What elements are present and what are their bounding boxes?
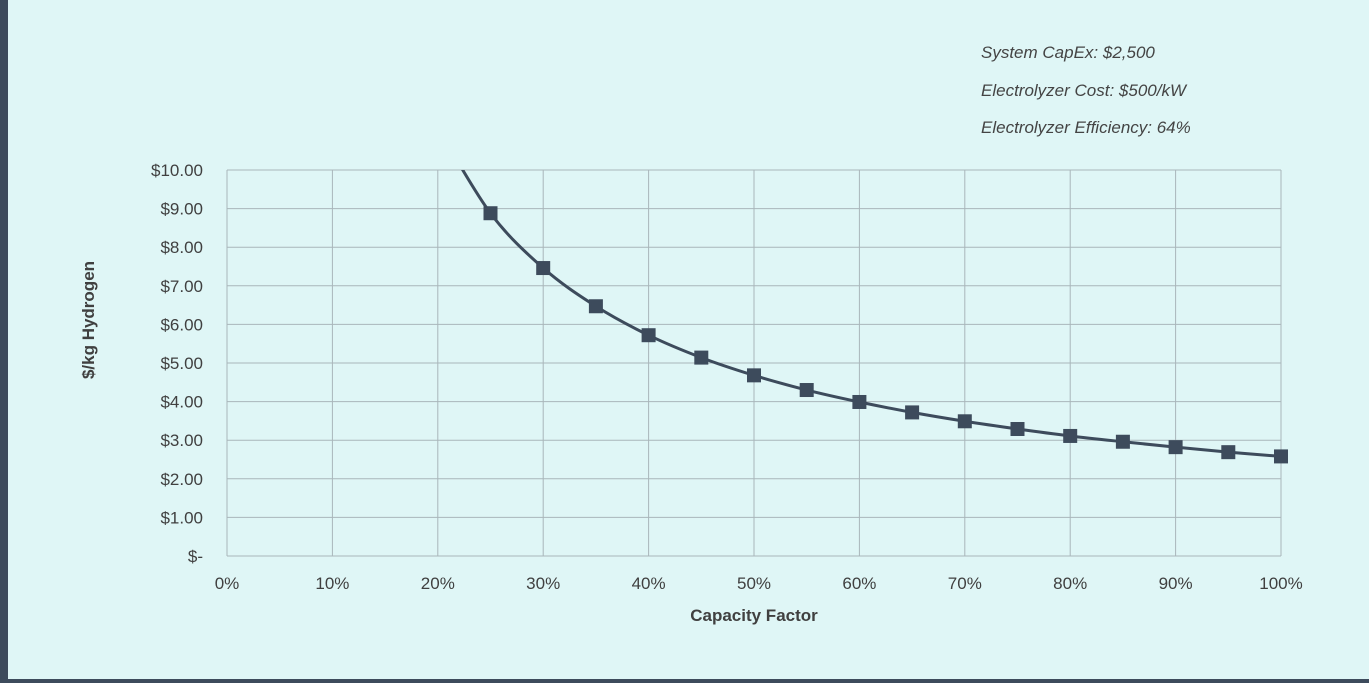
marker-group — [483, 206, 1288, 464]
data-point-marker — [905, 405, 920, 420]
x-axis-ticks: 0% 10% 20% 30% 40% 50% 60% 70% 80% 90% 100% — [215, 574, 1303, 593]
x-tick-label: 0% — [215, 574, 240, 593]
data-point-marker — [1221, 445, 1236, 460]
x-tick-label: 80% — [1053, 574, 1087, 593]
y-tick-label: $- — [188, 547, 203, 566]
y-tick-label: $5.00 — [160, 354, 203, 373]
annotation-capex: System CapEx: $2,500 — [981, 43, 1155, 62]
data-point-marker — [1274, 449, 1288, 464]
data-point-marker — [641, 328, 656, 343]
y-axis-ticks: $- $1.00 $2.00 $3.00 $4.00 $5.00 $6.00 $7.00 $8.… — [151, 161, 203, 566]
data-point-marker — [1010, 422, 1025, 437]
x-tick-label: 10% — [315, 574, 349, 593]
data-point-marker — [1168, 440, 1183, 455]
x-tick-label: 100% — [1259, 574, 1302, 593]
annotation-efficiency: Electrolyzer Efficiency: 64% — [981, 118, 1191, 137]
x-tick-label: 40% — [632, 574, 666, 593]
data-point-marker — [536, 261, 551, 276]
y-tick-label: $6.00 — [160, 315, 203, 334]
data-point-marker — [1063, 428, 1078, 443]
x-tick-label: 20% — [421, 574, 455, 593]
x-tick-label: 30% — [526, 574, 560, 593]
annotation-electrolyzer-cost: Electrolyzer Cost: $500/kW — [981, 81, 1187, 100]
x-tick-label: 50% — [737, 574, 771, 593]
data-point-marker — [747, 368, 761, 383]
y-tick-label: $7.00 — [160, 277, 203, 296]
x-tick-label: 60% — [842, 574, 876, 593]
y-tick-label: $2.00 — [160, 470, 203, 489]
data-point-marker — [1115, 434, 1130, 449]
x-tick-label: 70% — [948, 574, 982, 593]
y-tick-label: $1.00 — [160, 508, 203, 527]
y-tick-label: $10.00 — [151, 161, 203, 180]
y-tick-label: $3.00 — [160, 431, 203, 450]
data-point-marker — [694, 350, 709, 365]
x-axis-title: Capacity Factor — [690, 606, 818, 625]
y-axis-title: $/kg Hydrogen — [79, 261, 98, 379]
chart-grid — [226, 169, 1282, 557]
data-point-marker — [852, 394, 867, 409]
data-point-marker — [799, 383, 814, 398]
data-point-marker — [588, 299, 603, 314]
data-point-marker — [483, 206, 498, 221]
series-group — [460, 170, 1281, 458]
series-line — [460, 170, 1281, 458]
y-tick-label: $8.00 — [160, 238, 203, 257]
data-point-marker — [957, 414, 972, 429]
x-tick-label: 90% — [1159, 574, 1193, 593]
y-tick-label: $4.00 — [160, 393, 203, 412]
y-tick-label: $9.00 — [160, 200, 203, 219]
